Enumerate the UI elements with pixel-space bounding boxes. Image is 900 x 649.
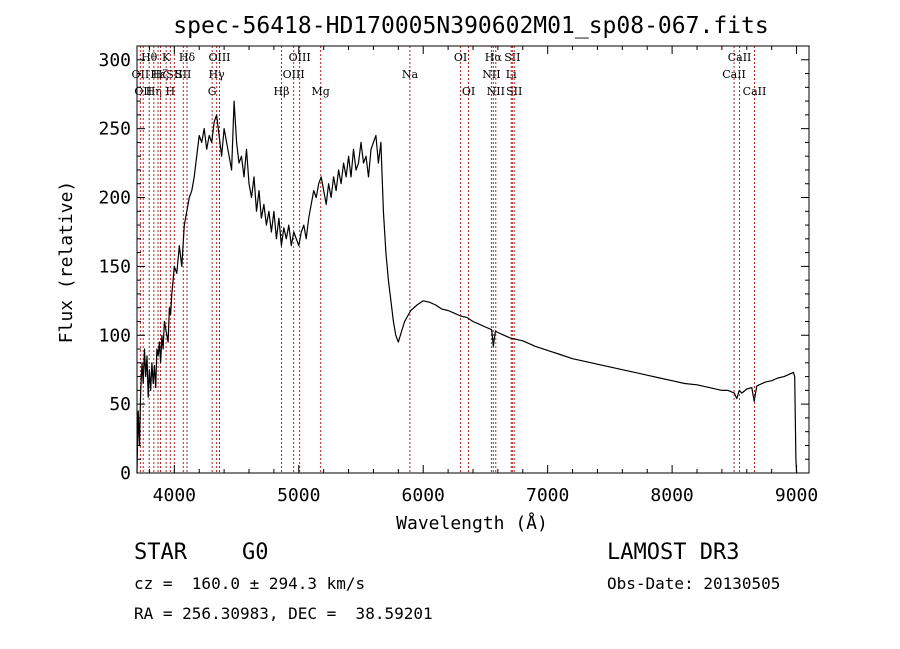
- marker-label-23: NII: [487, 85, 505, 98]
- y-tick-label-1: 50: [109, 394, 131, 415]
- marker-label-4: Hε: [150, 68, 166, 81]
- x-axis-label: Wavelength (Å): [396, 512, 548, 534]
- y-axis-label: Flux (relative): [56, 181, 77, 344]
- x-tick-label-5: 9000: [775, 485, 818, 506]
- marker-label-22: Hα: [485, 51, 503, 64]
- marker-label-12: Hγ: [209, 68, 226, 81]
- y-tick-label-2: 100: [98, 325, 131, 346]
- spectrum-line-0: [136, 100, 798, 474]
- object-subclass: G0: [242, 540, 269, 565]
- series-layer: [136, 100, 798, 474]
- y-tick-label-3: 150: [98, 256, 131, 277]
- marker-label-0: OII: [132, 68, 150, 81]
- marker-label-15: OIII: [283, 68, 305, 81]
- marker-label-17: Mg: [312, 85, 330, 98]
- x-tick-label-1: 5000: [277, 485, 320, 506]
- object-class: STAR: [134, 540, 187, 565]
- marker-label-21: NII: [482, 68, 500, 81]
- marker-label-5: Hζ: [153, 68, 169, 81]
- survey-name: LAMOST DR3: [607, 540, 740, 565]
- marker-label-25: SII: [504, 51, 520, 64]
- marker-label-9: SII: [175, 68, 191, 81]
- x-tick-label-3: 7000: [526, 485, 569, 506]
- marker-label-13: OIII: [208, 51, 230, 64]
- marker-label-29: CaII: [743, 85, 767, 98]
- y-tick-label-4: 200: [98, 188, 131, 209]
- x-axis: 4000 5000 6000 7000 8000 9000: [148, 46, 818, 506]
- y-tick-label-0: 0: [120, 463, 131, 484]
- plot-frame: [136, 45, 810, 474]
- marker-label-7: H: [166, 85, 176, 98]
- marker-label-10: Hδ: [179, 51, 196, 64]
- marker-label-2: Hθ: [141, 51, 158, 64]
- marker-label-11: G: [208, 85, 217, 98]
- obs-date: Obs-Date: 20130505: [607, 574, 781, 593]
- coordinates: RA = 256.30983, DEC = 38.59201: [134, 604, 433, 623]
- marker-label-27: CaII: [722, 68, 746, 81]
- marker-label-14: Hβ: [274, 85, 290, 98]
- marker-label-18: Na: [402, 68, 419, 81]
- chart-title: spec-56418-HD170005N390602M01_sp08-067.f…: [173, 13, 768, 39]
- x-tick-label-4: 8000: [650, 485, 693, 506]
- x-tick-label-2: 6000: [402, 485, 445, 506]
- line-markers: OIIOIIHθHηHεHζKHSIISIIHδGHγOIIIHβOIIIOII…: [132, 46, 767, 473]
- marker-label-26: SII: [506, 85, 522, 98]
- marker-label-19: OI: [454, 51, 467, 64]
- marker-label-1: OII: [134, 85, 152, 98]
- x-tick-label-0: 4000: [153, 485, 196, 506]
- marker-label-6: K: [162, 51, 171, 64]
- marker-label-24: Li: [506, 68, 517, 81]
- marker-label-16: OIII: [289, 51, 311, 64]
- y-axis: 0 50 100 150 200 250 300: [98, 50, 809, 484]
- velocity-readout: cz = 160.0 ± 294.3 km/s: [134, 574, 366, 593]
- marker-label-20: OI: [462, 85, 475, 98]
- marker-label-28: CaII: [728, 51, 752, 64]
- marker-label-3: Hη: [146, 85, 162, 98]
- marker-label-8: SII: [166, 68, 182, 81]
- y-tick-label-6: 300: [98, 50, 131, 71]
- y-tick-label-5: 250: [98, 119, 131, 140]
